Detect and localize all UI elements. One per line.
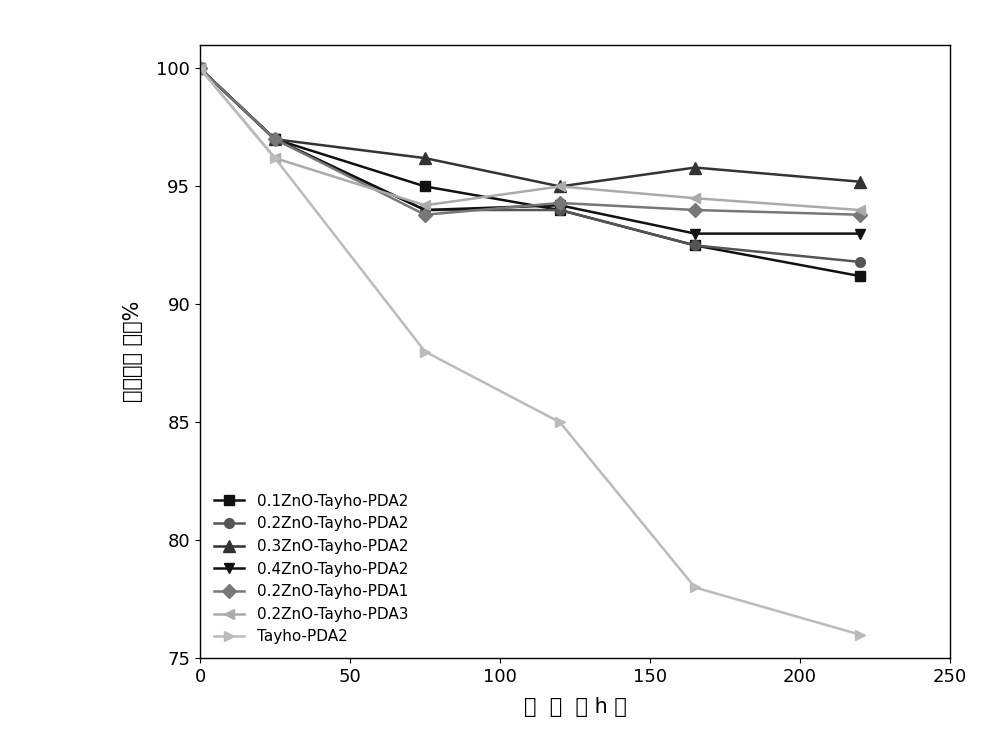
0.3ZnO-Tayho-PDA2 — [854, 177, 866, 186]
0.4ZnO-Tayho-PDA2 — [194, 64, 206, 73]
Line: 0.2ZnO-Tayho-PDA2: 0.2ZnO-Tayho-PDA2 — [195, 64, 865, 267]
0.2ZnO-Tayho-PDA2 — [194, 64, 206, 73]
0.1ZnO-Tayho-PDA2 — [689, 241, 701, 250]
0.2ZnO-Tayho-PDA1 — [854, 210, 866, 219]
0.2ZnO-Tayho-PDA3 — [269, 153, 281, 162]
Line: 0.2ZnO-Tayho-PDA3: 0.2ZnO-Tayho-PDA3 — [195, 64, 865, 215]
0.2ZnO-Tayho-PDA1 — [554, 198, 566, 207]
Line: Tayho-PDA2: Tayho-PDA2 — [195, 64, 865, 640]
0.2ZnO-Tayho-PDA1 — [269, 135, 281, 144]
0.4ZnO-Tayho-PDA2 — [419, 206, 431, 215]
X-axis label: 时  间  （ h ）: 时 间 （ h ） — [524, 697, 626, 717]
Line: 0.3ZnO-Tayho-PDA2: 0.3ZnO-Tayho-PDA2 — [194, 63, 866, 192]
0.2ZnO-Tayho-PDA2 — [419, 206, 431, 215]
0.2ZnO-Tayho-PDA3 — [554, 182, 566, 191]
0.2ZnO-Tayho-PDA3 — [419, 200, 431, 209]
0.3ZnO-Tayho-PDA2 — [269, 135, 281, 144]
Tayho-PDA2 — [554, 418, 566, 427]
0.4ZnO-Tayho-PDA2 — [554, 200, 566, 209]
0.3ZnO-Tayho-PDA2 — [554, 182, 566, 191]
Line: 0.1ZnO-Tayho-PDA2: 0.1ZnO-Tayho-PDA2 — [195, 64, 865, 281]
Legend: 0.1ZnO-Tayho-PDA2, 0.2ZnO-Tayho-PDA2, 0.3ZnO-Tayho-PDA2, 0.4ZnO-Tayho-PDA2, 0.2Z: 0.1ZnO-Tayho-PDA2, 0.2ZnO-Tayho-PDA2, 0.… — [208, 488, 414, 651]
Y-axis label: 断裂能保 持率%: 断裂能保 持率% — [123, 301, 143, 402]
0.1ZnO-Tayho-PDA2 — [854, 272, 866, 280]
0.2ZnO-Tayho-PDA2 — [554, 206, 566, 215]
Line: 0.2ZnO-Tayho-PDA1: 0.2ZnO-Tayho-PDA1 — [195, 64, 865, 220]
0.2ZnO-Tayho-PDA2 — [269, 135, 281, 144]
0.2ZnO-Tayho-PDA2 — [689, 241, 701, 250]
Tayho-PDA2 — [269, 153, 281, 162]
0.2ZnO-Tayho-PDA3 — [854, 206, 866, 215]
0.2ZnO-Tayho-PDA2 — [854, 257, 866, 266]
Line: 0.4ZnO-Tayho-PDA2: 0.4ZnO-Tayho-PDA2 — [195, 64, 865, 239]
0.1ZnO-Tayho-PDA2 — [194, 64, 206, 73]
0.4ZnO-Tayho-PDA2 — [854, 229, 866, 238]
0.3ZnO-Tayho-PDA2 — [689, 163, 701, 172]
0.4ZnO-Tayho-PDA2 — [689, 229, 701, 238]
0.2ZnO-Tayho-PDA3 — [689, 194, 701, 203]
0.2ZnO-Tayho-PDA1 — [689, 206, 701, 215]
0.3ZnO-Tayho-PDA2 — [419, 153, 431, 162]
0.2ZnO-Tayho-PDA1 — [419, 210, 431, 219]
0.4ZnO-Tayho-PDA2 — [269, 135, 281, 144]
0.2ZnO-Tayho-PDA1 — [194, 64, 206, 73]
Tayho-PDA2 — [854, 630, 866, 639]
0.1ZnO-Tayho-PDA2 — [269, 135, 281, 144]
0.1ZnO-Tayho-PDA2 — [554, 206, 566, 215]
0.1ZnO-Tayho-PDA2 — [419, 182, 431, 191]
Tayho-PDA2 — [419, 347, 431, 356]
0.3ZnO-Tayho-PDA2 — [194, 64, 206, 73]
Tayho-PDA2 — [194, 64, 206, 73]
0.2ZnO-Tayho-PDA3 — [194, 64, 206, 73]
Tayho-PDA2 — [689, 583, 701, 592]
